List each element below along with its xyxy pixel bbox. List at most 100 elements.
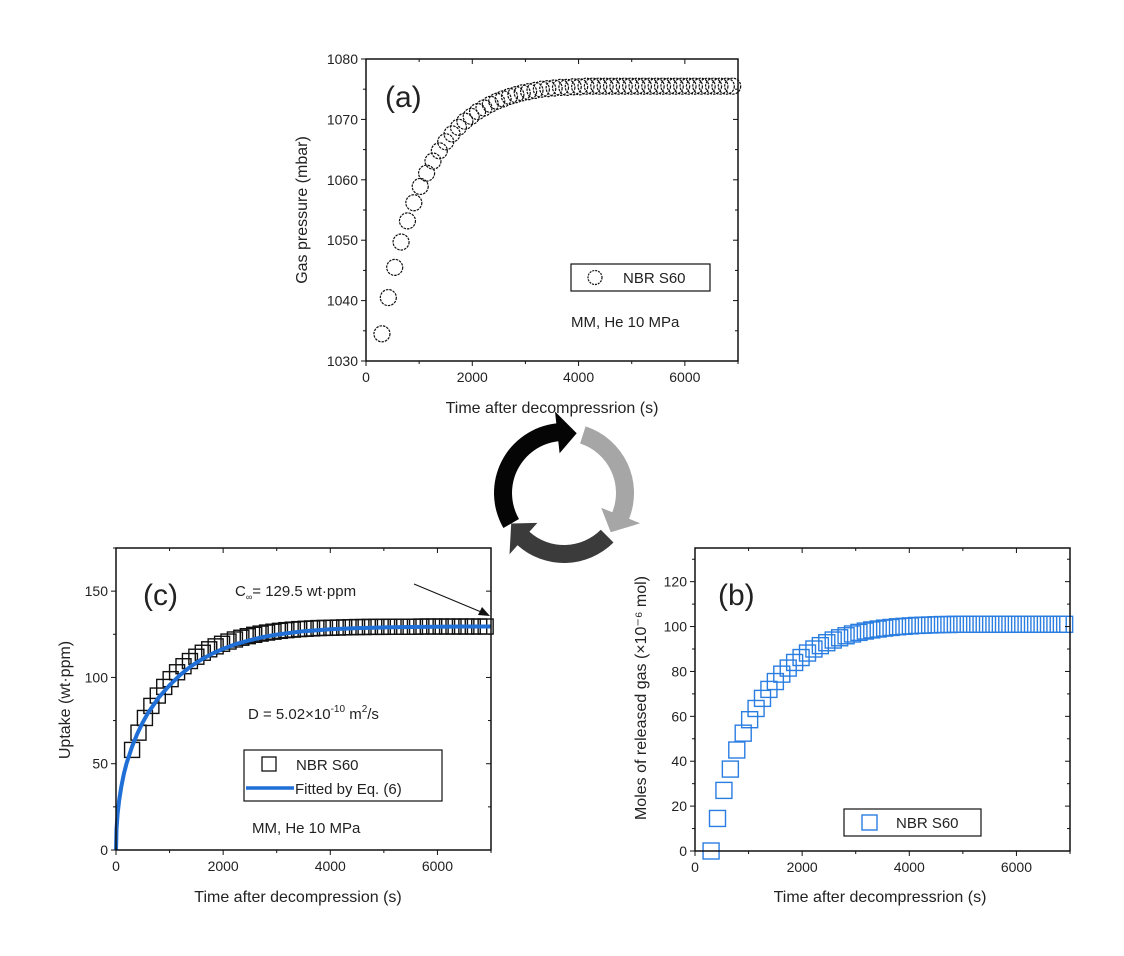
y-tick-label: 100: [85, 669, 109, 685]
chart-b-legend-marker: [861, 814, 878, 831]
x-tick-label: 2000: [208, 858, 239, 874]
data-point: [532, 80, 550, 98]
data-point: [721, 760, 740, 778]
data-point: [628, 77, 646, 95]
data-point: [520, 83, 538, 101]
chart-b-frame: [694, 547, 1071, 852]
data-point: [571, 78, 589, 96]
data-point: [920, 616, 939, 634]
data-point: [136, 709, 154, 727]
gray-arrow: [580, 426, 641, 533]
data-point: [998, 615, 1016, 634]
data-point: [773, 665, 791, 683]
y-tick-label: 40: [671, 753, 687, 769]
chart-c-annotation-c-infinity: C∞= 129.5 wt·ppm: [235, 583, 356, 602]
x-tick-label: 6000: [422, 858, 453, 874]
data-point: [545, 79, 563, 97]
x-tick-label: 6000: [669, 369, 700, 385]
chart-c-legend: NBR S60 Fitted by Eq. (6): [243, 749, 443, 802]
chart-b-panel-label: (b): [718, 579, 755, 612]
data-point: [850, 623, 868, 642]
data-point: [456, 112, 474, 130]
data-point: [220, 633, 237, 650]
data-point: [824, 631, 842, 649]
data-point: [252, 625, 269, 642]
data-point: [488, 92, 506, 110]
x-tick-label: 2000: [787, 859, 818, 875]
data-point: [233, 629, 250, 646]
chart-c-marks: [114, 618, 494, 851]
chart-b-xlabel: Time after decompressrion (s): [774, 889, 987, 906]
data-point: [398, 212, 417, 230]
data-point: [715, 781, 733, 800]
chart-c-legend-label-data: NBR S60: [296, 757, 359, 774]
data-point: [513, 84, 531, 102]
data-point: [475, 99, 493, 117]
chart-a-legend-marker: [587, 269, 603, 286]
chart-a-ticks: 0 2000 4000 6000 1030 1040 1050 1060 1070 1080: [327, 51, 739, 385]
chart-a-legend-box: [570, 263, 711, 292]
chart-b-legend: NBR S60: [843, 808, 982, 837]
data-point: [740, 711, 759, 729]
data-point: [596, 77, 614, 95]
data-point: [959, 615, 977, 634]
y-tick-label: 1040: [327, 293, 358, 309]
chart-b-legend-box: [843, 808, 982, 837]
data-point: [843, 625, 862, 643]
d-main: D = 5.02×10: [248, 706, 331, 723]
data-point: [481, 95, 499, 113]
data-point: [265, 623, 282, 640]
data-point: [779, 659, 797, 677]
data-point: [226, 631, 244, 648]
chart-c-ylabel: Uptake (wt·ppm): [57, 641, 74, 759]
y-tick-label: 1070: [327, 111, 358, 127]
data-point: [679, 77, 697, 95]
data-point: [901, 617, 920, 635]
data-point: [856, 622, 875, 640]
data-point: [991, 615, 1010, 634]
x-tick-label: 6000: [1001, 859, 1032, 875]
data-point: [405, 194, 423, 212]
data-point: [805, 640, 823, 658]
data-point: [1043, 615, 1061, 634]
data-point: [753, 689, 772, 708]
data-point: [149, 687, 166, 704]
y-tick-label: 1060: [327, 172, 358, 188]
black-arrow: [494, 411, 577, 528]
x-tick-label: 2000: [457, 369, 488, 385]
data-point: [1017, 615, 1035, 634]
chart-c-xlabel: Time after decompression (s): [194, 889, 401, 906]
data-point: [449, 118, 468, 136]
data-point: [246, 626, 263, 644]
y-tick-label: 0: [100, 842, 108, 858]
data-point: [837, 627, 855, 645]
chart-c-legend-box: [243, 749, 443, 802]
data-point: [647, 77, 665, 95]
chart-c-annotation-condition: MM, He 10 MPa: [252, 820, 361, 837]
data-point: [660, 77, 678, 95]
data-point: [526, 81, 544, 100]
data-point: [641, 77, 659, 95]
c-infinity-sub: ∞: [246, 592, 252, 602]
data-point: [590, 77, 608, 95]
data-point: [927, 616, 945, 634]
data-point: [946, 615, 965, 634]
data-point: [424, 152, 442, 170]
x-tick-label: 4000: [563, 369, 594, 385]
fit-line: [114, 624, 491, 851]
data-point: [692, 77, 710, 95]
chart-a-legend: NBR S60: [570, 263, 711, 292]
x-tick-label: 0: [691, 859, 699, 875]
data-point: [728, 741, 746, 759]
data-point: [704, 77, 723, 95]
data-point: [609, 77, 627, 95]
data-point: [869, 620, 887, 638]
data-point: [1036, 615, 1055, 634]
data-point: [830, 629, 849, 647]
data-point: [811, 636, 830, 655]
y-tick-label: 20: [671, 798, 687, 814]
chart-b-legend-label: NBR S60: [896, 815, 959, 832]
data-point: [462, 107, 480, 125]
data-point: [953, 615, 971, 634]
c-infinity-rest: = 129.5 wt·ppm: [252, 583, 356, 600]
